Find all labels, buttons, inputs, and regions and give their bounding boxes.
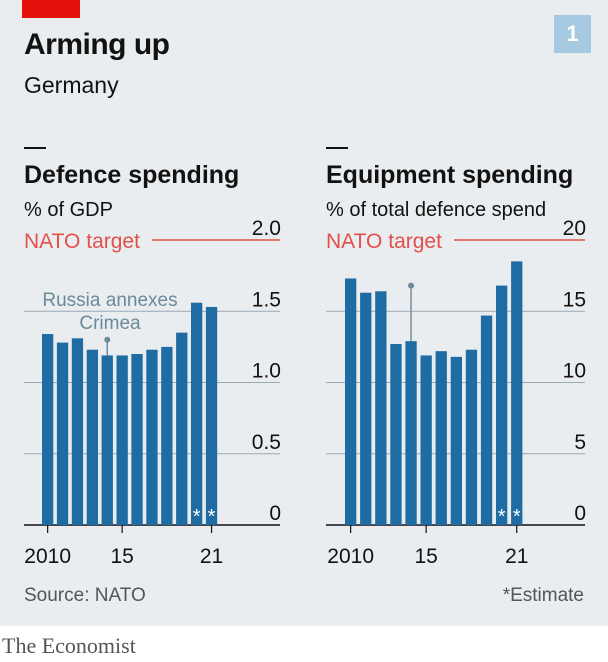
panel-1-target-label: NATO target [326, 230, 442, 253]
panel-1-y-tick-label: 15 [563, 288, 586, 311]
panel-1-header-rule [326, 147, 348, 149]
panel-0-bar-2010 [42, 334, 54, 525]
panel-0-x-tick-label: 21 [200, 545, 223, 568]
chart-subtitle: Germany [24, 72, 119, 98]
panel-1-bar-2013 [390, 344, 402, 525]
panel-0-annotation-dot [104, 336, 111, 343]
panel-1-bar-2016 [435, 351, 447, 525]
panel-0-bar-2012 [71, 338, 84, 525]
chart-number-badge: 1 [554, 15, 591, 53]
panel-0-y-tick-label: 0 [269, 502, 281, 525]
panel-1-x-tick-label: 15 [414, 545, 437, 568]
panel-0-subtitle: % of GDP [24, 199, 113, 221]
panel-0-bar-2021 [205, 306, 218, 525]
panel-1-bar-2010 [345, 278, 357, 525]
panel-0-title: Defence spending [24, 161, 239, 189]
panel-1-bar-2021 [511, 261, 523, 525]
panel-1-bar-2015 [420, 355, 432, 525]
panel-0-y-tick-label: 0.5 [252, 431, 281, 454]
panel-0-annotation-label: Crimea [79, 313, 141, 334]
panel-1-subtitle: % of total defence spend [326, 199, 546, 221]
panel-1-y-tick-label: 0 [574, 502, 586, 525]
panel-1-estimate-mark: * [513, 506, 521, 528]
brand-red-tag [22, 0, 80, 18]
panel-0-bar-2016 [131, 354, 143, 525]
panel-0-header-rule [24, 147, 46, 149]
panel-0-bar-2015 [116, 355, 128, 525]
chart-title: Arming up [24, 28, 170, 61]
panel-1-bar-2017 [450, 356, 462, 525]
panel-1-x-tick-label: 21 [505, 545, 528, 568]
panel-1-y-tick-label: 20 [563, 217, 586, 240]
panel-0-bar-2018 [161, 346, 173, 525]
panel-0-bar-2019 [176, 332, 188, 525]
panel-1-x-tick-label: 2010 [327, 545, 374, 568]
panel-1-bar-2020 [496, 285, 508, 525]
panel-0-bar-2011 [56, 342, 69, 525]
panel-0-estimate-mark: * [208, 506, 216, 528]
panel-0-bar-2013 [86, 349, 98, 525]
estimate-note: *Estimate [502, 585, 584, 606]
panel-1-bar-2018 [465, 349, 478, 525]
panel-1-bar-2019 [480, 315, 493, 525]
panel-0-estimate-mark: * [193, 506, 201, 528]
panel-0-y-tick-label: 2.0 [252, 217, 281, 240]
panel-1-bar-2012 [375, 291, 387, 525]
panel-1-annotation-dot [408, 282, 415, 289]
panel-0-bar-2014 [101, 355, 113, 525]
panel-0-y-tick-label: 1.0 [252, 360, 281, 383]
panel-0-bar-2020 [191, 302, 203, 525]
panel-1-estimate-mark: * [498, 506, 506, 528]
panel-0-target-label: NATO target [24, 230, 140, 253]
panel-1-title: Equipment spending [326, 161, 573, 189]
panel-1-y-tick-label: 10 [563, 360, 586, 383]
panel-0-x-tick-label: 15 [110, 545, 133, 568]
panel-1-bar-2011 [360, 292, 372, 525]
panel-1-y-tick-label: 5 [574, 431, 586, 454]
panel-0-annotation-label: Russia annexes [42, 290, 177, 311]
source-note: Source: NATO [24, 585, 146, 606]
panel-0-bar-2017 [146, 349, 158, 525]
panel-1-bar-2014 [405, 341, 417, 525]
panel-0-y-tick-label: 1.5 [252, 288, 281, 311]
publisher-brand: The Economist [2, 633, 136, 658]
charts-canvas: Defence spending % of GDP 0 0.5 1.0 1.5 2.0 NAT… [24, 147, 586, 568]
panel-0-x-tick-label: 2010 [24, 545, 71, 568]
